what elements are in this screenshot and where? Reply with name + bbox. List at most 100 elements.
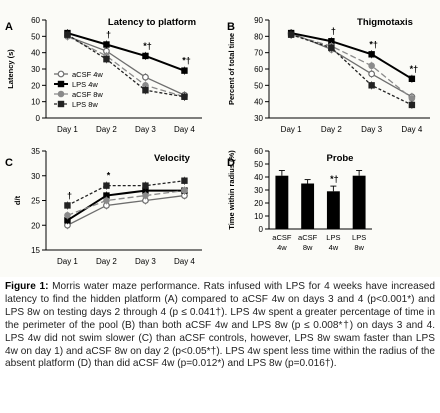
- panel-d-bar: [275, 175, 289, 229]
- panel-b-data-point: [287, 31, 295, 38]
- panel-c-series-lps-8w: [64, 176, 188, 210]
- panel-d-x-tick-label: LPS: [326, 233, 340, 242]
- panel-d-x-tick-label: 8w: [303, 243, 313, 252]
- caption-label: Figure 1:: [5, 281, 49, 292]
- panel-a-series-line: [67, 35, 185, 96]
- panel-d-x-tick-label: aCSF: [298, 233, 318, 242]
- panel-b-y-tick-label: 30: [254, 114, 263, 123]
- panel-b-significance-marker: *†: [369, 39, 378, 49]
- panel-d-x-tick-label: aCSF: [272, 233, 292, 242]
- panel-a-series-line: [67, 34, 185, 98]
- panel-a-series-line: [67, 35, 185, 98]
- panel-d-bar: [326, 191, 340, 229]
- panel-a-data-point: [142, 52, 149, 60]
- panel-b-data-point: [408, 75, 416, 82]
- panel-b-data-point: [328, 44, 335, 51]
- panel-a-x-tick-label: Day 1: [57, 125, 78, 134]
- panel-a-legend-marker: [57, 70, 65, 78]
- panel-d-y-tick-label: 50: [254, 160, 263, 169]
- panel-b-x-tick-label: Day 4: [401, 125, 422, 134]
- panel-b-y-tick-label: 70: [254, 49, 263, 58]
- panel-a-data-point: [103, 41, 110, 48]
- panel-a-legend-marker: [57, 90, 65, 98]
- panel-c-data-point: [181, 187, 188, 194]
- panel-b-y-axis-label: Percent of total time: [227, 33, 236, 105]
- panel-a-series-line: [67, 32, 185, 72]
- panel-c-significance-marker: *: [107, 171, 111, 181]
- panel-d-y-tick-label: 0: [259, 225, 264, 234]
- panel-c-data-point: [64, 212, 71, 219]
- panel-b-data-point: [368, 82, 375, 89]
- panel-c-data-point: [64, 202, 71, 209]
- panel-a-y-tick-label: 50: [31, 32, 40, 41]
- panel-b-series-line: [290, 32, 413, 98]
- panel-d-y-tick-label: 40: [254, 173, 263, 182]
- panel-a-significance-marker: *†: [143, 41, 152, 51]
- panel-a-significance-marker: †: [106, 30, 111, 40]
- caption-text: Morris water maze performance. Rats infu…: [5, 281, 435, 370]
- panel-a-legend-label: aCSF 8w: [72, 90, 103, 99]
- panel-b-series-line: [290, 34, 413, 106]
- panel-b-data-point: [368, 70, 376, 78]
- panel-a-y-tick-label: 20: [31, 81, 40, 90]
- panel-c-significance-marker: †: [67, 190, 72, 200]
- panel-c-y-tick-label: 15: [31, 246, 40, 255]
- panel-c-data-point: [103, 197, 110, 204]
- panel-c-series-line: [67, 180, 185, 207]
- panel-d-y-tick-label: 60: [254, 147, 263, 156]
- panel-c-data-point: [142, 182, 149, 189]
- panel-a-series-lps-4w: [64, 29, 188, 75]
- panel-b-y-tick-label: 80: [254, 32, 263, 41]
- panel-b-data-point: [368, 51, 375, 58]
- panel-a-data-point: [181, 67, 188, 74]
- panel-a-x-tick-label: Day 3: [135, 125, 156, 134]
- panel-a-legend-marker: [57, 100, 65, 108]
- panel-a-letter: A: [5, 21, 13, 33]
- panel-a-y-tick-label: 10: [31, 98, 40, 107]
- panel-a-series-lps-8w: [64, 30, 188, 101]
- panel-c-series-line: [67, 194, 185, 226]
- panel-a-legend-label: aCSF 4w: [72, 70, 103, 79]
- panel-c-series-line: [67, 189, 185, 216]
- panel-a-y-axis-label: Latency (s): [6, 49, 15, 89]
- panel-c-y-tick-label: 35: [31, 147, 40, 156]
- panel-a-data-point: [64, 31, 71, 38]
- panel-d-title: Probe: [327, 153, 354, 164]
- panel-d-x-tick-label: 4w: [277, 243, 287, 252]
- panel-d-x-tick-label: LPS: [352, 233, 366, 242]
- panel-b-x-tick-label: Day 3: [361, 125, 382, 134]
- panel-c-x-tick-label: Day 2: [96, 257, 117, 266]
- panel-a-y-tick-label: 60: [31, 16, 40, 25]
- panel-a-data-point: [142, 73, 149, 81]
- panel-d-bar: [352, 175, 366, 229]
- panel-a-data-point: [103, 56, 110, 63]
- panel-b-y-tick-label: 90: [254, 16, 263, 25]
- panel-a-x-tick-label: Day 4: [174, 125, 195, 134]
- panel-a-x-tick-label: Day 2: [96, 125, 117, 134]
- panel-b-x-tick-label: Day 2: [321, 125, 342, 134]
- panel-a-data-point: [142, 87, 149, 94]
- panel-a-legend-label: LPS 8w: [72, 100, 98, 109]
- panel-d-y-tick-label: 20: [254, 199, 263, 208]
- panel-d-y-axis-label: Time within radius (%): [227, 150, 236, 230]
- panel-b-y-tick-label: 50: [254, 81, 263, 90]
- figure-svg: A 0 10 20 30 40 50 60 Latency (s) Latency to plat…: [5, 16, 430, 266]
- panel-b-data-point: [368, 62, 375, 70]
- panel-c-y-tick-label: 25: [31, 197, 40, 206]
- panel-c-data-point: [103, 182, 110, 189]
- panel-c-x-tick-label: Day 3: [135, 257, 156, 266]
- panel-a-y-tick-label: 30: [31, 65, 40, 74]
- panel-c-letter: C: [5, 157, 13, 169]
- panel-d-x-tick-label: 4w: [329, 243, 339, 252]
- panel-b-series-line: [290, 34, 413, 99]
- panel-c-x-tick-label: Day 1: [57, 257, 78, 266]
- panel-c-y-axis-label: d/t: [13, 195, 22, 205]
- panel-c-x-tick-label: Day 4: [174, 257, 195, 266]
- panel-d-x-tick-label: 8w: [354, 243, 364, 252]
- panel-c-title: Velocity: [154, 153, 191, 164]
- panel-b-series-lps-8w: [287, 30, 416, 109]
- panel-b-x-tick-label: Day 1: [281, 125, 302, 134]
- panel-a-legend-marker: [57, 80, 65, 88]
- panel-d-letter: D: [227, 157, 235, 169]
- panel-d-bar: [301, 183, 315, 229]
